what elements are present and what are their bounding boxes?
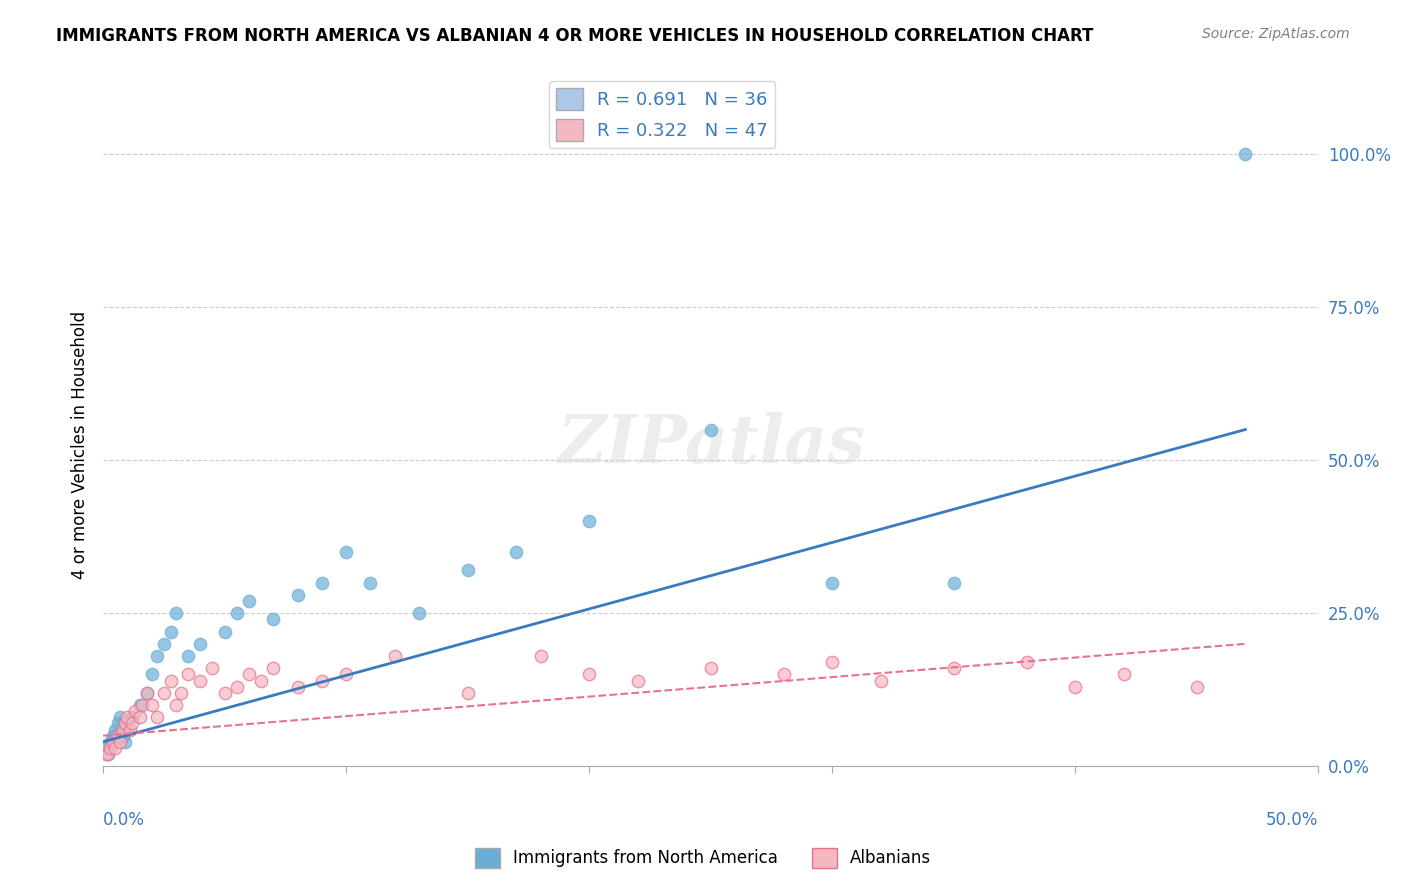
Point: [97, 747, 120, 761]
Point: [287, 680, 309, 694]
Point: [457, 563, 479, 577]
Point: [699, 423, 721, 437]
Point: [107, 716, 129, 731]
Point: [335, 545, 357, 559]
Point: [135, 686, 157, 700]
Point: [101, 735, 124, 749]
Point: [188, 637, 211, 651]
Text: 50.0%: 50.0%: [1265, 812, 1319, 830]
Point: [114, 735, 136, 749]
Text: 0.0%: 0.0%: [103, 812, 145, 830]
Point: [141, 667, 163, 681]
Point: [160, 624, 183, 639]
Point: [177, 667, 200, 681]
Text: ZIPatlas: ZIPatlas: [557, 412, 865, 477]
Point: [1234, 147, 1257, 161]
Point: [699, 661, 721, 675]
Point: [145, 710, 167, 724]
Point: [627, 673, 650, 688]
Point: [131, 698, 153, 712]
Point: [121, 716, 143, 731]
Point: [225, 606, 247, 620]
Point: [170, 686, 193, 700]
Point: [1064, 680, 1087, 694]
Point: [942, 661, 965, 675]
Point: [145, 649, 167, 664]
Point: [311, 575, 333, 590]
Point: [111, 723, 134, 737]
Point: [101, 729, 124, 743]
Point: [578, 667, 600, 681]
Point: [94, 747, 117, 761]
Point: [578, 515, 600, 529]
Point: [869, 673, 891, 688]
Point: [1015, 655, 1038, 669]
Point: [384, 649, 406, 664]
Point: [100, 741, 122, 756]
Point: [262, 612, 284, 626]
Point: [100, 735, 122, 749]
Point: [359, 575, 381, 590]
Text: IMMIGRANTS FROM NORTH AMERICA VS ALBANIAN 4 OR MORE VEHICLES IN HOUSEHOLD CORREL: IMMIGRANTS FROM NORTH AMERICA VS ALBANIA…: [56, 27, 1094, 45]
Point: [1112, 667, 1135, 681]
Point: [128, 710, 150, 724]
Point: [238, 667, 260, 681]
Point: [107, 729, 129, 743]
Y-axis label: 4 or more Vehicles in Household: 4 or more Vehicles in Household: [72, 310, 89, 579]
Point: [97, 747, 120, 761]
Point: [153, 637, 176, 651]
Point: [121, 710, 143, 724]
Point: [128, 698, 150, 712]
Point: [104, 723, 127, 737]
Point: [117, 710, 139, 724]
Point: [165, 698, 187, 712]
Point: [177, 649, 200, 664]
Point: [225, 680, 247, 694]
Point: [135, 686, 157, 700]
Point: [214, 686, 236, 700]
Point: [335, 667, 357, 681]
Point: [104, 741, 127, 756]
Point: [117, 723, 139, 737]
Point: [529, 649, 551, 664]
Point: [262, 661, 284, 675]
Point: [141, 698, 163, 712]
Point: [821, 655, 844, 669]
Point: [1185, 680, 1208, 694]
Point: [108, 735, 131, 749]
Point: [238, 594, 260, 608]
Point: [505, 545, 527, 559]
Point: [153, 686, 176, 700]
Point: [108, 710, 131, 724]
Point: [457, 686, 479, 700]
Point: [111, 729, 134, 743]
Point: [201, 661, 224, 675]
Legend: R = 0.691   N = 36, R = 0.322   N = 47: R = 0.691 N = 36, R = 0.322 N = 47: [548, 81, 776, 148]
Text: Source: ZipAtlas.com: Source: ZipAtlas.com: [1202, 27, 1350, 41]
Point: [772, 667, 794, 681]
Point: [214, 624, 236, 639]
Point: [94, 741, 117, 756]
Point: [821, 575, 844, 590]
Point: [287, 588, 309, 602]
Point: [311, 673, 333, 688]
Point: [118, 723, 141, 737]
Point: [165, 606, 187, 620]
Point: [188, 673, 211, 688]
Point: [160, 673, 183, 688]
Point: [250, 673, 273, 688]
Legend: Immigrants from North America, Albanians: Immigrants from North America, Albanians: [468, 841, 938, 875]
Point: [124, 704, 146, 718]
Point: [942, 575, 965, 590]
Point: [114, 716, 136, 731]
Point: [408, 606, 430, 620]
